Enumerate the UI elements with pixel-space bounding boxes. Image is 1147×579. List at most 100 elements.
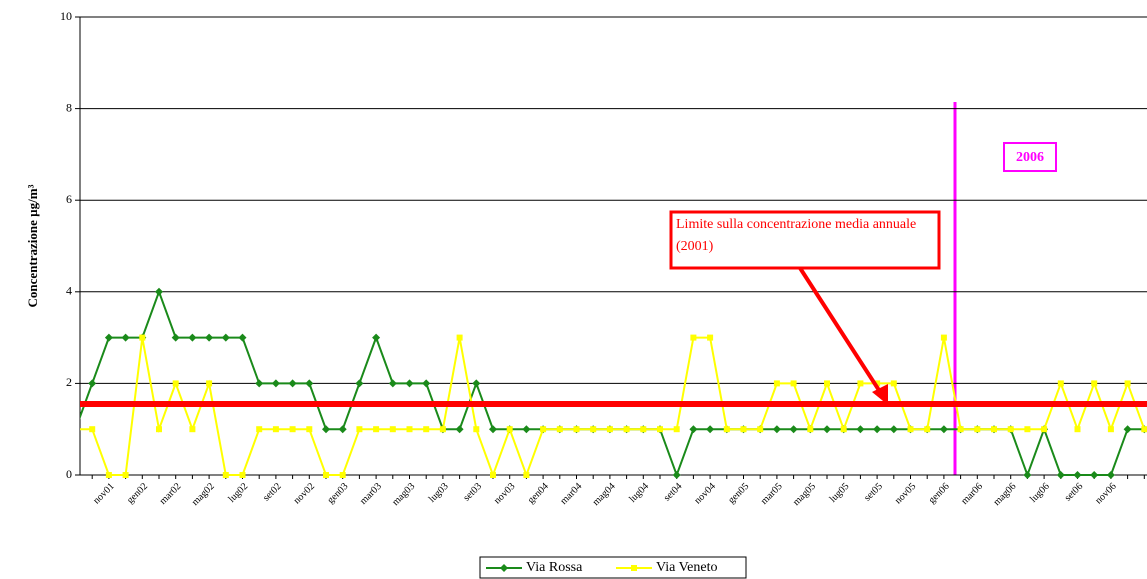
x-tick-label: set04 — [662, 481, 685, 504]
x-tick-label: mag04 — [591, 481, 618, 508]
marker — [590, 426, 597, 433]
annotation: Limite sulla concentrazione media annual… — [676, 217, 917, 254]
marker — [206, 380, 213, 387]
marker — [473, 426, 480, 433]
marker — [939, 425, 948, 434]
marker — [339, 472, 346, 478]
marker — [222, 472, 229, 478]
y-tick-label: 4 — [66, 284, 72, 298]
x-tick-label: mag05 — [791, 481, 818, 508]
annotation-arrow — [798, 266, 886, 400]
marker — [455, 425, 464, 434]
marker — [1023, 471, 1032, 479]
x-tick-label: set03 — [461, 481, 484, 504]
marker — [373, 426, 380, 433]
legend-label: Via Veneto — [656, 560, 718, 575]
marker — [406, 426, 413, 433]
legend-label: Via Rossa — [526, 560, 583, 575]
marker — [673, 426, 680, 433]
marker — [824, 380, 830, 387]
marker — [355, 379, 364, 388]
marker — [104, 333, 113, 342]
marker — [773, 380, 780, 387]
annotation-text: Limite sulla concentrazione media annual… — [676, 217, 917, 254]
x-tick-label: mar06 — [959, 481, 985, 507]
x-tick-label: gen02 — [125, 481, 150, 506]
x-tick-label: set05 — [862, 481, 885, 504]
marker — [540, 426, 547, 433]
marker — [388, 379, 397, 388]
x-tick-label: set06 — [1063, 481, 1086, 504]
legend-marker — [631, 565, 637, 571]
marker — [489, 425, 497, 434]
marker — [472, 379, 481, 388]
legend: Via Rossa Via Veneto — [479, 556, 747, 579]
marker — [1056, 471, 1065, 479]
marker — [689, 425, 698, 434]
marker — [122, 472, 129, 478]
marker — [155, 287, 163, 296]
marker — [1124, 380, 1131, 387]
x-tick-label: lug03 — [427, 481, 451, 505]
marker — [289, 426, 296, 433]
marker — [640, 426, 647, 433]
x-tick-label: lug02 — [226, 481, 250, 505]
arrow-head — [872, 384, 888, 405]
x-tick-label: lug06 — [1028, 481, 1052, 505]
marker — [857, 380, 864, 387]
marker — [1106, 471, 1115, 479]
marker — [88, 379, 97, 388]
y-tick-label: 10 — [60, 9, 72, 23]
x-tick-label: mar05 — [759, 481, 785, 507]
marker — [322, 425, 330, 434]
marker — [272, 426, 279, 433]
x-tick-label: mar04 — [558, 481, 584, 507]
marker-box — [1003, 142, 1057, 172]
marker — [1090, 471, 1099, 479]
marker — [873, 425, 882, 434]
marker — [522, 425, 531, 434]
marker — [957, 426, 964, 433]
marker — [338, 425, 347, 434]
marker — [439, 426, 446, 433]
x-tick-label: nov03 — [492, 481, 517, 506]
x-tick-label: mar03 — [358, 481, 384, 507]
marker — [189, 426, 196, 433]
marker — [1123, 425, 1132, 434]
marker — [974, 426, 981, 433]
marker — [271, 379, 280, 388]
y-tick-label: 2 — [66, 375, 72, 389]
plot — [80, 287, 1147, 479]
marker — [490, 472, 496, 478]
x-tick-label: lug05 — [828, 481, 852, 505]
y-axis-label: Concentrazione µg/m³ — [25, 184, 40, 307]
marker — [991, 426, 997, 433]
marker — [856, 425, 865, 434]
x-tick-label: lug04 — [627, 481, 651, 505]
marker — [573, 426, 580, 433]
marker — [389, 426, 396, 433]
marker — [506, 426, 513, 433]
x-tick-label: gen06 — [927, 481, 952, 506]
x-tick-label: mag06 — [991, 481, 1018, 508]
marker — [1024, 426, 1031, 433]
marker — [890, 380, 897, 387]
marker — [422, 379, 431, 388]
marker — [889, 425, 898, 434]
y-tick-label: 8 — [66, 100, 72, 114]
marker — [356, 426, 363, 433]
marker — [623, 426, 630, 433]
y-tick-label: 0 — [66, 467, 72, 481]
marker — [1041, 426, 1048, 433]
marker — [606, 426, 613, 433]
marker — [672, 471, 681, 479]
marker — [723, 426, 730, 433]
marker — [523, 472, 530, 478]
marker — [772, 425, 781, 434]
marker — [790, 380, 797, 387]
marker — [1007, 426, 1014, 433]
marker-label: 2006 — [1016, 150, 1044, 165]
legend-marker — [500, 564, 508, 572]
x-tick-label: nov02 — [292, 481, 317, 506]
